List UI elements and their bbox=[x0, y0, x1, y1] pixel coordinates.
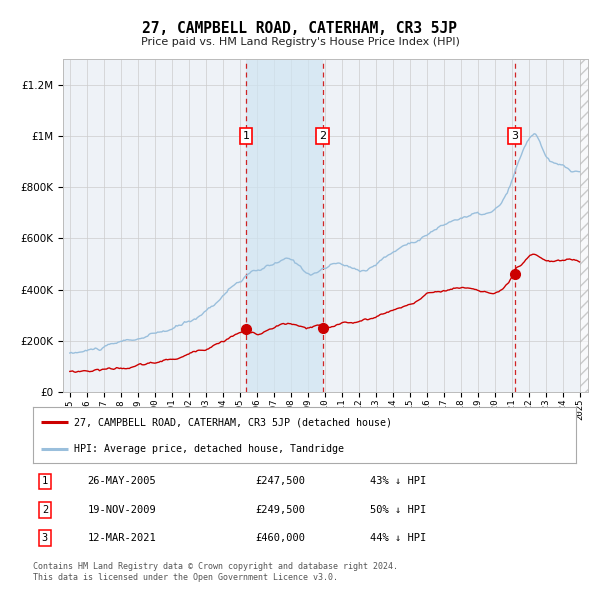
Text: HPI: Average price, detached house, Tandridge: HPI: Average price, detached house, Tand… bbox=[74, 444, 344, 454]
Text: £247,500: £247,500 bbox=[256, 477, 305, 487]
Bar bbox=[246, 59, 323, 392]
Text: 27, CAMPBELL ROAD, CATERHAM, CR3 5JP: 27, CAMPBELL ROAD, CATERHAM, CR3 5JP bbox=[143, 21, 458, 35]
Text: 2: 2 bbox=[319, 131, 326, 141]
Text: Price paid vs. HM Land Registry's House Price Index (HPI): Price paid vs. HM Land Registry's House … bbox=[140, 37, 460, 47]
Text: 44% ↓ HPI: 44% ↓ HPI bbox=[370, 533, 426, 543]
Bar bbox=[580, 59, 588, 392]
Text: Contains HM Land Registry data © Crown copyright and database right 2024.: Contains HM Land Registry data © Crown c… bbox=[33, 562, 398, 571]
Text: 27, CAMPBELL ROAD, CATERHAM, CR3 5JP (detached house): 27, CAMPBELL ROAD, CATERHAM, CR3 5JP (de… bbox=[74, 417, 392, 427]
Text: 1: 1 bbox=[42, 477, 48, 487]
Text: £249,500: £249,500 bbox=[256, 504, 305, 514]
Text: 50% ↓ HPI: 50% ↓ HPI bbox=[370, 504, 426, 514]
Text: 19-NOV-2009: 19-NOV-2009 bbox=[88, 504, 156, 514]
Text: 3: 3 bbox=[511, 131, 518, 141]
Text: £460,000: £460,000 bbox=[256, 533, 305, 543]
Text: This data is licensed under the Open Government Licence v3.0.: This data is licensed under the Open Gov… bbox=[33, 573, 338, 582]
Text: 26-MAY-2005: 26-MAY-2005 bbox=[88, 477, 156, 487]
Text: 3: 3 bbox=[42, 533, 48, 543]
Text: 43% ↓ HPI: 43% ↓ HPI bbox=[370, 477, 426, 487]
Text: 1: 1 bbox=[242, 131, 250, 141]
Text: 2: 2 bbox=[42, 504, 48, 514]
Text: 12-MAR-2021: 12-MAR-2021 bbox=[88, 533, 156, 543]
